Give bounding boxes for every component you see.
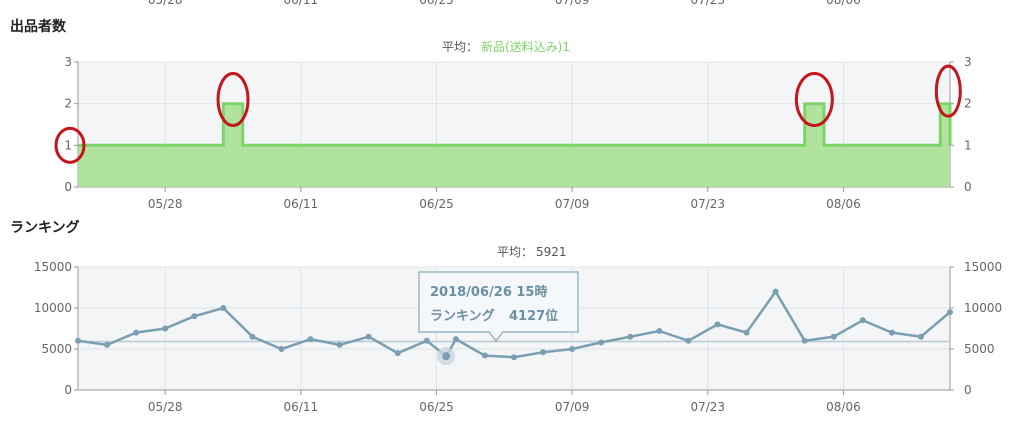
top-cut-tick-label: 08/06: [826, 0, 861, 7]
y-tick-label-left: 2: [64, 97, 72, 111]
x-tick-label: 07/09: [555, 197, 590, 211]
data-point: [888, 329, 895, 336]
data-point: [162, 325, 169, 332]
y-tick-label-left: 0: [64, 383, 72, 397]
seller-count-avg-value: 新品(送料込み)1: [481, 39, 570, 54]
data-point: [278, 346, 285, 352]
y-tick-label-left: 0: [64, 180, 72, 194]
data-point: [540, 349, 547, 356]
seller-count-chart: 出品者数 平均： 新品(送料込み)1 0 0 1 1 2 2 3 3 05/28 06/11 06/…: [10, 18, 972, 211]
y-tick-label-left: 10000: [34, 301, 72, 315]
data-point: [772, 288, 779, 295]
hover-point: [442, 352, 451, 361]
y-tick-label-right: 2: [964, 97, 972, 111]
data-point: [220, 305, 227, 311]
y-tick-label-left: 1: [64, 138, 72, 152]
data-point: [336, 341, 343, 348]
data-point: [656, 327, 663, 334]
data-point: [569, 346, 576, 352]
top-cut-ticks: 05/28 06/11 06/25 07/09 07/23 08/06: [148, 0, 861, 7]
x-tick-label: 05/28: [148, 197, 183, 211]
x-tick-label: 07/23: [690, 400, 725, 414]
data-point: [801, 337, 808, 344]
x-tick-label: 05/28: [148, 400, 183, 414]
x-tick-label: 07/23: [690, 197, 725, 211]
data-point: [859, 317, 866, 324]
top-cut-tick-label: 07/23: [690, 0, 725, 7]
data-point: [917, 333, 924, 340]
y-tick-label-right: 0: [964, 383, 972, 397]
data-point: [75, 337, 81, 344]
data-point: [104, 341, 111, 348]
data-point: [365, 333, 372, 340]
y-tick-label-left: 3: [64, 55, 72, 69]
y-tick-label-right: 15000: [964, 260, 1002, 274]
y-tick-label-left: 15000: [34, 260, 72, 274]
data-point: [598, 339, 605, 346]
annotation-circle: [934, 64, 962, 118]
data-point: [947, 309, 953, 316]
top-cut-tick-label: 06/25: [419, 0, 454, 7]
x-tick-label: 06/25: [419, 400, 454, 414]
data-point: [394, 350, 401, 357]
data-point: [627, 333, 634, 340]
series-line: [77, 289, 951, 359]
x-tick-label: 06/25: [419, 197, 454, 211]
seller-count-title: 出品者数: [10, 18, 67, 35]
data-point: [452, 336, 459, 343]
data-point: [511, 354, 517, 361]
x-tick-label: 06/11: [284, 400, 319, 414]
seller-count-avg-prefix: 平均：: [442, 40, 478, 54]
y-tick-label-left: 5000: [41, 342, 72, 356]
x-tick-label: 06/11: [284, 197, 319, 211]
data-point: [133, 329, 140, 336]
data-point: [714, 321, 721, 328]
series-line: [78, 102, 952, 147]
tooltip-label: ランキング: [430, 308, 495, 324]
tooltip-date: 2018/06/26 15時: [430, 284, 547, 300]
ranking-avg-value: 5921: [536, 245, 567, 259]
data-point: [307, 336, 314, 343]
ranking-avg-prefix: 平均：: [497, 245, 533, 259]
ranking-tooltip: 2018/06/26 15時 ランキング 4127位: [418, 271, 579, 343]
tooltip-box: [418, 271, 579, 343]
data-point: [685, 337, 692, 344]
x-tick-label: 08/06: [826, 400, 861, 414]
data-point: [191, 313, 198, 320]
y-tick-label-right: 5000: [964, 342, 995, 356]
top-cut-tick-label: 07/09: [555, 0, 590, 7]
data-point: [423, 337, 430, 344]
top-cut-tick-label: 06/11: [284, 0, 319, 7]
y-tick-label-right: 1: [964, 138, 972, 152]
annotation-circle: [216, 72, 250, 127]
y-tick-label-right: 0: [964, 180, 972, 194]
annotation-circle: [54, 126, 86, 164]
x-tick-label: 08/06: [826, 197, 861, 211]
data-point: [249, 333, 256, 340]
data-point: [481, 352, 488, 359]
annotation-circle: [794, 72, 834, 127]
tooltip-value: 4127位: [509, 308, 558, 324]
x-tick-label: 07/09: [555, 400, 590, 414]
data-point: [830, 333, 837, 340]
data-point: [743, 329, 750, 336]
top-cut-tick-label: 05/28: [148, 0, 183, 7]
ranking-chart: ランキング 平均： 5921 0 0 5000 5000 10000 10000 15000…: [10, 219, 1002, 414]
ranking-title: ランキング: [10, 219, 80, 236]
y-tick-label-right: 10000: [964, 301, 1002, 315]
y-tick-label-right: 3: [964, 55, 972, 69]
